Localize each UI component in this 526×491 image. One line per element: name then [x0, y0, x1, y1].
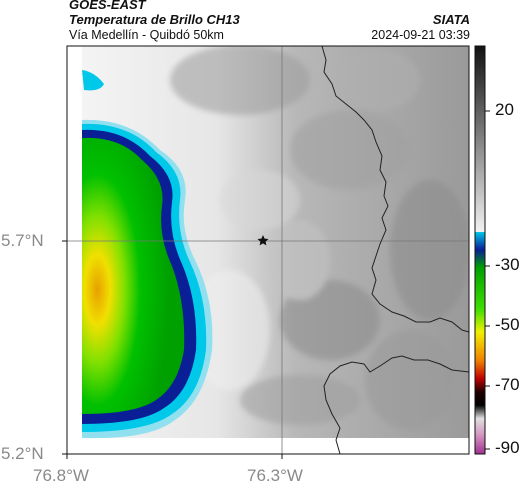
colorbar-label: 20	[495, 100, 514, 119]
lat-tick-label: 5.7°N	[1, 231, 44, 250]
satellite-image	[67, 46, 469, 454]
colorbar-label: -30	[495, 255, 520, 274]
map-frame	[66, 45, 470, 455]
region-label: Vía Medellín - Quibdó 50km	[69, 28, 224, 42]
star-icon	[257, 235, 269, 246]
department-boundary	[321, 46, 469, 333]
lon-tick-label: 76.8°W	[33, 466, 89, 485]
colorbar-label: -90	[495, 438, 520, 457]
datetime-label: 2024-09-21 03:39	[371, 28, 470, 42]
satellite-name: GOES-EAST	[69, 0, 146, 12]
lat-tick-label: 5.2°N	[1, 444, 44, 463]
department-boundary-south	[323, 355, 469, 454]
colorbar	[474, 45, 490, 455]
org-label: SIATA	[432, 12, 470, 27]
colorbar-label: -50	[495, 315, 520, 334]
lon-tick-label: 76.3°W	[247, 466, 303, 485]
colorbar-label: -70	[495, 375, 520, 394]
product-title: Temperatura de Brillo CH13	[69, 12, 240, 27]
